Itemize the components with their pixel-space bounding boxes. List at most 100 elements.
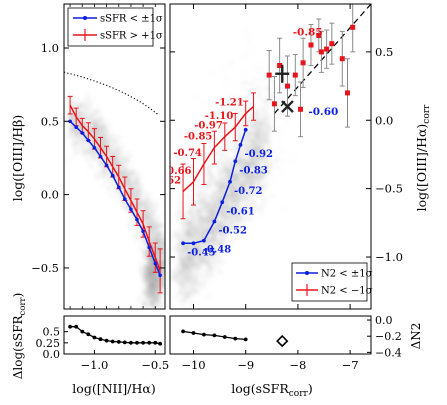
ssfr-cloud-point — [246, 116, 249, 119]
ssfr-cloud-point — [204, 186, 207, 190]
bpt-cloud-point — [159, 303, 163, 307]
bpt-cloud-point — [147, 202, 151, 206]
bpt-cloud-point — [145, 198, 148, 201]
ssfr-cloud-point — [244, 83, 248, 86]
ssfr-cloud-point — [248, 187, 252, 191]
ssfr-cloud-point — [175, 271, 178, 275]
ssfr-cloud-point — [248, 95, 252, 98]
bpt-cloud-point — [152, 318, 155, 321]
bpt-cloud-point — [115, 162, 118, 165]
bpt-cloud-point — [123, 205, 127, 209]
bpt-cloud-point — [112, 189, 116, 192]
right-blue-point — [243, 127, 248, 132]
delta-ssfr-point — [74, 324, 79, 329]
bpt-legend-red-label: sSFR > +1σ — [100, 31, 163, 42]
red-square-point — [324, 46, 330, 52]
ssfr-cloud-point — [251, 48, 254, 51]
ssfr-cloud-point — [232, 183, 236, 187]
bpt-cloud-point — [147, 220, 151, 224]
bpt-cloud-point — [95, 129, 98, 133]
bpt-cloud-point — [78, 150, 82, 154]
ssfr-cloud-point — [225, 115, 228, 119]
ssfr-cloud-point — [229, 159, 233, 162]
ssfr-cloud-point — [251, 148, 255, 152]
ssfr-cloud-point — [224, 233, 228, 236]
ssfr-cloud-point — [255, 116, 258, 120]
bpt-y-tick-label: 0.0 — [41, 188, 59, 202]
red-square-point — [308, 42, 314, 48]
bpt-cloud-point — [151, 294, 155, 298]
ssfr-cloud-point — [220, 246, 224, 249]
ssfr-x-label-main: log(sSFR — [231, 381, 289, 396]
bpt-cloud-point — [69, 132, 72, 135]
ssfr-cloud-point — [189, 210, 193, 214]
bpt-cloud-point — [115, 148, 118, 152]
delta-n2-point — [212, 333, 217, 338]
ssfr-cloud-point — [262, 80, 265, 83]
ssfr-cloud-point — [238, 163, 242, 167]
ssfr-cloud-point — [229, 143, 233, 146]
ssfr-cloud-point — [208, 268, 212, 271]
bpt-cloud-point — [166, 259, 169, 262]
bpt-cloud-point — [104, 175, 107, 179]
ssfr-cloud-point — [183, 258, 187, 262]
ssfr-cloud-point — [250, 151, 253, 155]
ssfr-cloud-point — [229, 61, 232, 65]
ssfr-cloud-point — [274, 62, 278, 65]
ssfr-cloud-point — [246, 35, 249, 39]
ssfr-cloud-point — [247, 203, 251, 206]
bpt-cloud-point — [95, 124, 99, 128]
ssfr-cloud-point — [191, 239, 195, 243]
delta-ssfr-point — [86, 332, 91, 337]
ssfr-cloud-point — [264, 171, 267, 174]
ssfr-cloud-point — [259, 107, 263, 110]
bpt-cloud-point — [86, 149, 90, 153]
ssfr-cloud-point — [217, 251, 221, 255]
ssfr-cloud-point — [268, 113, 271, 117]
ssfr-cloud-point — [230, 213, 234, 216]
bpt-cloud-point — [112, 160, 116, 164]
ssfr-cloud-point — [225, 194, 229, 198]
ssfr-cloud-point — [250, 71, 254, 75]
ssfr-cloud-point — [174, 295, 178, 299]
ssfr-cloud-point — [191, 210, 195, 214]
ssfr-cloud-point — [234, 198, 237, 202]
ssfr-cloud-point — [261, 146, 264, 150]
red-data-label: -1.10 — [205, 111, 234, 122]
ssfr-cloud-point — [249, 156, 252, 159]
ssfr-cloud-point — [208, 141, 212, 144]
bpt-cloud-point — [144, 269, 148, 273]
bpt-cloud-point — [146, 305, 150, 309]
ssfr-cloud-point — [174, 276, 177, 280]
delta-n2-series — [181, 329, 289, 348]
ssfr-cloud-point — [175, 235, 179, 239]
ssfr-cloud-point — [247, 210, 251, 214]
bpt-cloud-point — [147, 293, 151, 297]
bpt-cloud-point — [95, 176, 98, 179]
ssfr-cloud-point — [243, 154, 246, 158]
bpt-blue-point — [123, 197, 127, 201]
ssfr-cloud-point — [210, 238, 214, 241]
ssfr-cloud-point — [233, 209, 237, 212]
bpt-cloud-point — [79, 146, 82, 150]
ssfr-cloud-point — [254, 188, 257, 191]
ssfr-cloud-point — [225, 210, 229, 214]
ssfr-cloud-point — [222, 228, 226, 232]
bpt-cloud-point — [82, 148, 85, 151]
ssfr-cloud-point — [188, 233, 192, 237]
bpt-cloud-point — [115, 151, 119, 155]
right-blue-point — [228, 179, 232, 184]
delta-ssfr-point — [135, 340, 139, 345]
ssfr-cloud-point — [262, 134, 265, 137]
ssfr-cloud-point — [254, 178, 257, 181]
ssfr-cloud-point — [194, 264, 197, 268]
ssfr-cloud-point — [219, 186, 223, 189]
ssfr-cloud-point — [194, 190, 197, 194]
bpt-cloud-point — [99, 114, 103, 117]
bpt-blue-point — [129, 207, 133, 212]
bpt-cloud-point — [131, 190, 134, 194]
bpt-cloud-point — [149, 257, 153, 261]
bpt-cloud-point — [149, 268, 153, 271]
bpt-legend-blue-label: sSFR < ±1σ — [100, 14, 163, 25]
bpt-cloud-point — [93, 159, 96, 162]
